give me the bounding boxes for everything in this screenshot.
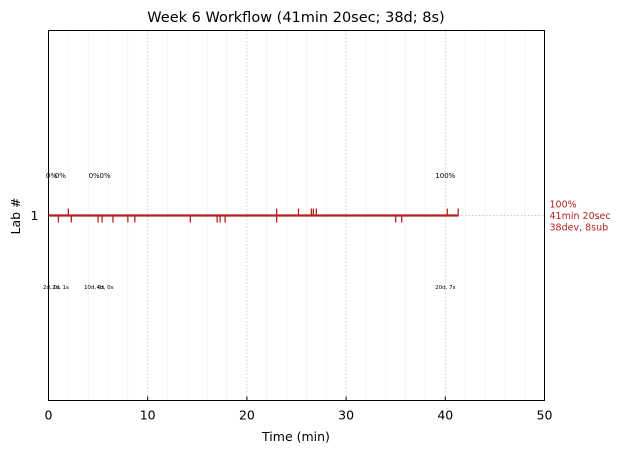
x-axis-label: Time (min) bbox=[261, 429, 330, 444]
x-tick-label: 40 bbox=[437, 408, 453, 423]
duration-annotation: 10d, 0s bbox=[84, 285, 104, 291]
progress-annotation: 100% bbox=[435, 172, 455, 180]
progress-annotation: 0% bbox=[55, 172, 66, 180]
x-tick-label: 0 bbox=[45, 408, 53, 423]
duration-annotation: 4d, 0s bbox=[97, 285, 114, 291]
series-right-label: 38dev, 8sub bbox=[550, 223, 609, 234]
duration-annotation: 2d, 1s bbox=[52, 285, 69, 291]
series-right-label: 100% bbox=[550, 200, 577, 211]
x-tick-label: 20 bbox=[239, 408, 255, 423]
series-right-label: 41min 20sec bbox=[550, 211, 611, 222]
y-tick-label: 1 bbox=[31, 208, 39, 223]
chart-title: Week 6 Workflow (41min 20sec; 38d; 8s) bbox=[147, 10, 444, 26]
duration-annotation: 2d, 0s bbox=[43, 285, 60, 291]
x-axis-ticks: 0 10 20 30 40 50 bbox=[45, 396, 553, 423]
duration-annotation: 20d, 7s bbox=[435, 285, 455, 291]
x-tick-label: 50 bbox=[537, 408, 553, 423]
x-tick-label: 30 bbox=[338, 408, 354, 423]
y-axis-label: Lab # bbox=[8, 197, 23, 234]
progress-annotation: 0% bbox=[89, 172, 100, 180]
progress-annotation: 0% bbox=[99, 172, 110, 180]
x-tick-label: 10 bbox=[140, 408, 156, 423]
progress-annotation: 0% bbox=[46, 172, 57, 180]
